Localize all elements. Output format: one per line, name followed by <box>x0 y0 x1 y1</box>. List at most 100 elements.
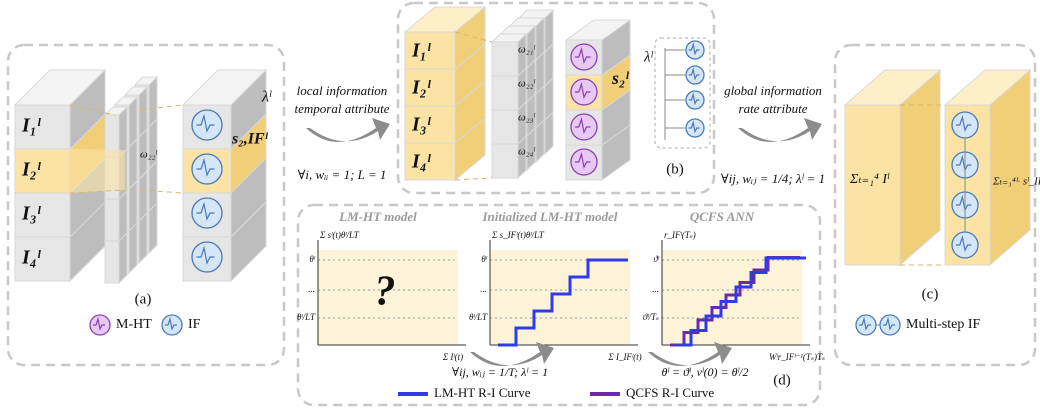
label: λˡ <box>261 89 272 106</box>
label: temporal attribute <box>295 101 390 116</box>
neuron-spike <box>574 116 591 135</box>
neuron-spike <box>688 92 700 106</box>
connector <box>139 104 184 111</box>
connector <box>69 104 116 116</box>
transition-arrow <box>470 342 554 366</box>
plot-area <box>662 250 802 345</box>
y-tick-label: ... <box>480 284 487 294</box>
label: ω₂₄ˡ <box>518 146 535 158</box>
neuron-spike <box>688 42 700 56</box>
neuron-spike <box>196 157 215 177</box>
label: M-HT <box>116 317 152 332</box>
y-tick-label: ... <box>308 284 315 294</box>
neuron-spike <box>165 316 177 331</box>
block-front <box>491 143 519 179</box>
x-axis-label: Wˡr_IFˡ⁻¹(Tₛ)Tₛ <box>769 352 825 362</box>
plot-area <box>490 250 630 345</box>
y-tick-label: ϑˡ <box>653 254 659 264</box>
neuron-spike <box>688 120 700 134</box>
label: I₂ˡ <box>411 77 432 99</box>
block-front <box>404 68 456 107</box>
label: λˡ <box>643 49 653 65</box>
y-tick-label: θˡ <box>481 254 487 264</box>
plot-area <box>318 250 458 345</box>
block-front <box>14 236 71 282</box>
plot-title: Initialized LM-HT model <box>481 209 617 224</box>
panel-a-frame <box>6 43 286 367</box>
block-front <box>491 109 519 145</box>
label: I₂ˡ <box>21 159 42 181</box>
neuron-spike <box>883 316 895 331</box>
label: Σₜ₌₁⁴ Iˡ <box>849 172 890 187</box>
block-front <box>844 104 901 266</box>
label: Σₜ₌₁⁴ᴸ sˡ_IF <box>992 176 1040 188</box>
panel-c-frame <box>833 43 1037 367</box>
x-axis-label: Σ Iˡ(t) <box>442 352 463 362</box>
label: I₄ˡ <box>21 247 42 269</box>
neuron-spike <box>196 113 215 133</box>
y-tick-label: θˡ <box>309 254 315 264</box>
if-neuron <box>685 90 705 110</box>
label: QCFS R-I Curve <box>626 385 714 400</box>
if-neuron <box>161 314 183 336</box>
label: (c) <box>922 286 939 302</box>
neuron-spike <box>574 81 591 100</box>
label: I₁ˡ <box>411 40 432 62</box>
label: rate attribute <box>739 101 808 116</box>
label: ω₂₂ˡ <box>140 149 157 161</box>
neuron-spike <box>955 114 972 133</box>
y-axis-label: r_IFˡ(Tₛ) <box>664 230 696 240</box>
mht-neuron <box>570 78 598 106</box>
highlight <box>70 149 125 193</box>
label: local information <box>297 83 388 98</box>
neuron-spike <box>574 46 591 65</box>
mht-neuron <box>570 113 598 141</box>
y-axis-label: Σ s_IFˡ(t)θˡ/LT <box>491 230 545 240</box>
label: (d) <box>773 372 791 388</box>
mht-neuron <box>570 43 598 71</box>
ri-curve <box>676 256 806 347</box>
transition-arrow <box>306 118 390 142</box>
y-tick-label: ϑˡ/Tₛ <box>643 312 659 322</box>
y-axis-label: Σ sˡ(t)θˡ/LT <box>319 230 360 240</box>
if-neuron <box>685 65 705 85</box>
neuron-spike <box>688 67 700 81</box>
label: s₂,IFˡ <box>231 131 269 148</box>
if-neuron <box>191 109 223 141</box>
label: I₄ˡ <box>411 151 432 173</box>
transition-arrow <box>738 118 822 142</box>
label: ∀i, wᵢᵢ = 1; L = 1 <box>298 167 387 182</box>
label: s₂ˡ <box>611 68 629 88</box>
label: θˡ = ϑˡ, vˡ(0) = θˡ/2 <box>661 365 748 379</box>
question-mark: ? <box>375 269 396 315</box>
block-front <box>404 142 456 181</box>
if-neuron <box>685 118 705 138</box>
label: ∀ij, wᵢⱼ = 1/T; λˡ = 1 <box>452 365 548 379</box>
connector <box>69 189 126 194</box>
neuron-spike <box>93 316 105 331</box>
panel-d-frame <box>296 203 822 407</box>
y-tick-label: ... <box>652 284 659 294</box>
block-front <box>404 31 456 70</box>
neuron-tree-frame <box>654 37 711 149</box>
label: LM-HT R-I Curve <box>434 385 531 400</box>
if-neuron <box>191 197 223 229</box>
if-neuron <box>191 241 223 273</box>
connector <box>454 31 493 43</box>
block-front <box>404 105 456 144</box>
block-front <box>491 75 519 111</box>
label: I₁ˡ <box>21 115 42 137</box>
block-front <box>104 198 120 242</box>
y-tick-label: θˡ/LT <box>469 312 488 322</box>
neuron-spike <box>955 194 972 213</box>
if-neuron <box>191 153 223 185</box>
block-front <box>104 240 120 284</box>
y-tick-label: θˡ/LT <box>297 312 316 322</box>
transition-arrow <box>648 342 732 366</box>
if-neuron <box>685 40 705 60</box>
label: (a) <box>135 291 152 307</box>
label: I₃ˡ <box>411 114 432 136</box>
panel-b-frame <box>396 1 716 195</box>
neuron-spike <box>574 151 591 170</box>
block-front <box>14 104 71 150</box>
